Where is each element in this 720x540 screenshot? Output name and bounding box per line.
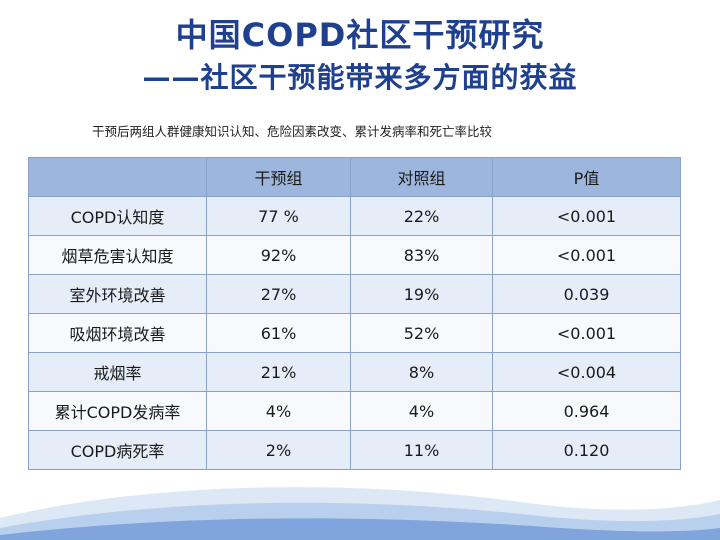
table-row: 室外环境改善 27% 19% 0.039 (28, 274, 681, 314)
intervention-value: 21% (206, 352, 351, 392)
intervention-value: 2% (206, 430, 351, 470)
control-value: 19% (350, 274, 493, 314)
control-value: 22% (350, 196, 493, 236)
slide-title: 中国COPD社区干预研究 (175, 16, 545, 54)
table-row: COPD病死率 2% 11% 0.120 (28, 430, 681, 470)
row-label: 累计COPD发病率 (28, 391, 207, 431)
comparison-table: 干预组 对照组 P值 COPD认知度 77 % 22% <0.001 烟草危害认知度 92… (28, 157, 681, 470)
p-value: <0.001 (492, 196, 681, 236)
intervention-value: 61% (206, 313, 351, 353)
row-label: 吸烟环境改善 (28, 313, 207, 353)
control-value: 8% (350, 352, 493, 392)
row-label: 烟草危害认知度 (28, 235, 207, 275)
header-p-value: P值 (492, 157, 681, 197)
p-value: 0.964 (492, 391, 681, 431)
header-control: 对照组 (350, 157, 493, 197)
row-label: 戒烟率 (28, 352, 207, 392)
control-value: 83% (350, 235, 493, 275)
control-value: 4% (350, 391, 493, 431)
p-value: <0.004 (492, 352, 681, 392)
p-value: <0.001 (492, 313, 681, 353)
slide-subtitle-line: ——社区干预能带来多方面的获益 (142, 61, 578, 94)
table-row: COPD认知度 77 % 22% <0.001 (28, 196, 681, 236)
control-value: 52% (350, 313, 493, 353)
p-value: <0.001 (492, 235, 681, 275)
p-value: 0.120 (492, 430, 681, 470)
intervention-value: 77 % (206, 196, 351, 236)
decorative-wave (0, 487, 720, 540)
intervention-value: 92% (206, 235, 351, 275)
table-row: 烟草危害认知度 92% 83% <0.001 (28, 235, 681, 275)
header-empty (28, 157, 207, 197)
table-header-row: 干预组 对照组 P值 (28, 157, 681, 197)
table-row: 吸烟环境改善 61% 52% <0.001 (28, 313, 681, 353)
intervention-value: 27% (206, 274, 351, 314)
p-value: 0.039 (492, 274, 681, 314)
control-value: 11% (350, 430, 493, 470)
row-label: COPD认知度 (28, 196, 207, 236)
row-label: 室外环境改善 (28, 274, 207, 314)
row-label: COPD病死率 (28, 430, 207, 470)
header-intervention: 干预组 (206, 157, 351, 197)
table-row: 戒烟率 21% 8% <0.004 (28, 352, 681, 392)
table-caption: 干预后两组人群健康知识认知、危险因素改变、累计发病率和死亡率比较 (92, 124, 493, 139)
intervention-value: 4% (206, 391, 351, 431)
table-row: 累计COPD发病率 4% 4% 0.964 (28, 391, 681, 431)
